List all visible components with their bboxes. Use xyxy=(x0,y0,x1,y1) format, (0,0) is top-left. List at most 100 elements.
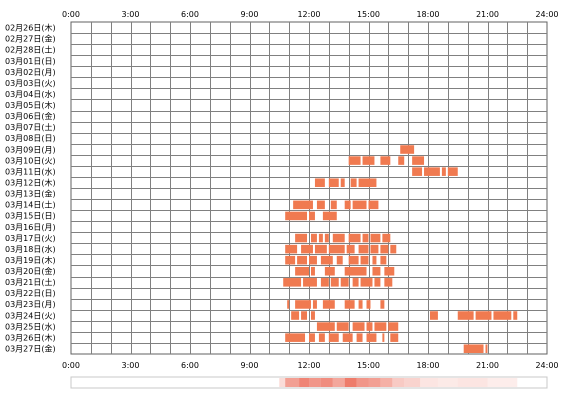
row-label: 03月08日(日) xyxy=(5,134,56,143)
activity-bar xyxy=(312,300,317,309)
activity-bar xyxy=(358,300,363,309)
activity-bar xyxy=(374,278,381,287)
row-label: 03月09日(月) xyxy=(5,145,56,154)
activity-bar xyxy=(441,167,446,176)
row-label: 03月20日(金) xyxy=(5,266,56,276)
activity-bar xyxy=(318,333,325,342)
x-tick-labels-bottom: 0:00 3:00 6:00 9:00 12:00 15:00 18:00 21:00 24:0… xyxy=(62,361,559,370)
row-label: 03月02日(月) xyxy=(5,68,56,77)
activity-bar xyxy=(301,311,308,320)
activity-bar xyxy=(372,266,381,276)
activity-bar xyxy=(380,255,387,265)
activity-bar xyxy=(301,244,313,254)
activity-bar xyxy=(310,233,317,243)
activity-bar xyxy=(352,322,365,331)
row-label: 03月24日(火) xyxy=(5,311,56,320)
activity-bar xyxy=(318,233,323,243)
x-tick-label-bottom: 18:00 xyxy=(416,361,439,370)
activity-bar xyxy=(285,255,296,265)
activity-bar xyxy=(424,167,440,176)
activity-bar xyxy=(344,200,351,210)
row-label: 03月05日(木) xyxy=(5,100,56,110)
activity-bar xyxy=(303,278,317,287)
grid xyxy=(70,21,548,355)
activity-bar xyxy=(356,333,363,342)
density-segment xyxy=(285,378,300,387)
activity-bar xyxy=(384,278,393,287)
row-label: 03月04日(水) xyxy=(5,89,56,99)
x-tick-label-top: 15:00 xyxy=(357,10,380,19)
activity-bar xyxy=(285,244,298,254)
activity-bar xyxy=(352,200,367,210)
activity-bar xyxy=(382,233,391,243)
activity-bar xyxy=(412,156,425,165)
x-tick-label-bottom: 21:00 xyxy=(476,361,499,370)
row-label: 03月14日(土) xyxy=(5,200,56,210)
row-label: 03月01日(日) xyxy=(5,57,56,66)
activity-bar xyxy=(348,255,359,265)
density-segment xyxy=(299,378,309,387)
activity-bar xyxy=(380,300,385,309)
activity-bar xyxy=(324,266,335,276)
row-label: 02月28日(土) xyxy=(5,45,56,55)
activity-bar xyxy=(429,311,438,320)
row-label: 03月22日(日) xyxy=(5,289,56,298)
row-label: 03月06日(金) xyxy=(5,111,56,121)
activity-bar xyxy=(322,211,337,221)
x-tick-label-top: 3:00 xyxy=(122,10,140,19)
activity-bar xyxy=(475,311,492,320)
density-segment xyxy=(437,378,458,387)
activity-bar xyxy=(309,211,315,221)
activity-bar xyxy=(348,233,361,243)
row-label: 03月27日(金) xyxy=(5,344,56,354)
activity-bar xyxy=(310,311,315,320)
activity-bar xyxy=(344,266,367,276)
activity-bar xyxy=(314,244,327,254)
activity-bar xyxy=(336,322,349,331)
activity-bar xyxy=(390,333,399,342)
activity-bar xyxy=(493,311,512,320)
row-label: 03月19日(木) xyxy=(5,255,56,265)
activity-bar xyxy=(320,278,329,287)
activity-bar xyxy=(322,300,335,309)
activity-bar xyxy=(362,233,369,243)
density-segment xyxy=(420,378,438,387)
density-segment xyxy=(279,378,286,387)
row-label: 03月11日(水) xyxy=(5,166,56,176)
activity-bar xyxy=(390,244,397,254)
density-segment xyxy=(368,378,381,387)
x-tick-label-top: 18:00 xyxy=(416,10,439,19)
activity-bar xyxy=(362,156,375,165)
activity-bar xyxy=(384,266,395,276)
x-tick-label-top: 24:00 xyxy=(535,10,558,19)
activity-bar xyxy=(457,311,474,320)
activity-bar xyxy=(513,311,518,320)
activity-bar xyxy=(382,333,385,342)
row-label: 03月23日(月) xyxy=(5,300,56,309)
density-segment xyxy=(404,378,421,387)
activity-bar xyxy=(340,178,345,187)
activity-bar xyxy=(374,322,387,331)
activity-bar xyxy=(360,255,369,265)
row-label: 03月18日(水) xyxy=(5,244,56,254)
activity-bar xyxy=(366,333,377,342)
row-label: 03月10日(火) xyxy=(5,156,56,165)
x-tick-label-bottom: 24:00 xyxy=(535,361,558,370)
activity-bar xyxy=(412,167,423,176)
activity-bar xyxy=(372,255,377,265)
activity-bar xyxy=(320,255,333,265)
x-tick-label-bottom: 0:00 xyxy=(62,361,80,370)
activity-bar xyxy=(388,322,399,331)
activity-bar xyxy=(346,244,355,254)
row-label: 03月21日(土) xyxy=(5,277,56,287)
activity-bar xyxy=(400,145,415,154)
activity-bar xyxy=(328,244,345,254)
activity-bar xyxy=(340,278,349,287)
activity-bar xyxy=(350,178,357,187)
activity-bar xyxy=(328,178,339,187)
density-segment xyxy=(392,378,405,387)
x-tick-label-bottom: 6:00 xyxy=(181,361,199,370)
density-strip xyxy=(70,376,548,389)
density-segment xyxy=(332,378,345,387)
row-labels: 02月26日(木)02月27日(金)02月28日(土) 03月01日(日) 03月0… xyxy=(5,23,56,354)
